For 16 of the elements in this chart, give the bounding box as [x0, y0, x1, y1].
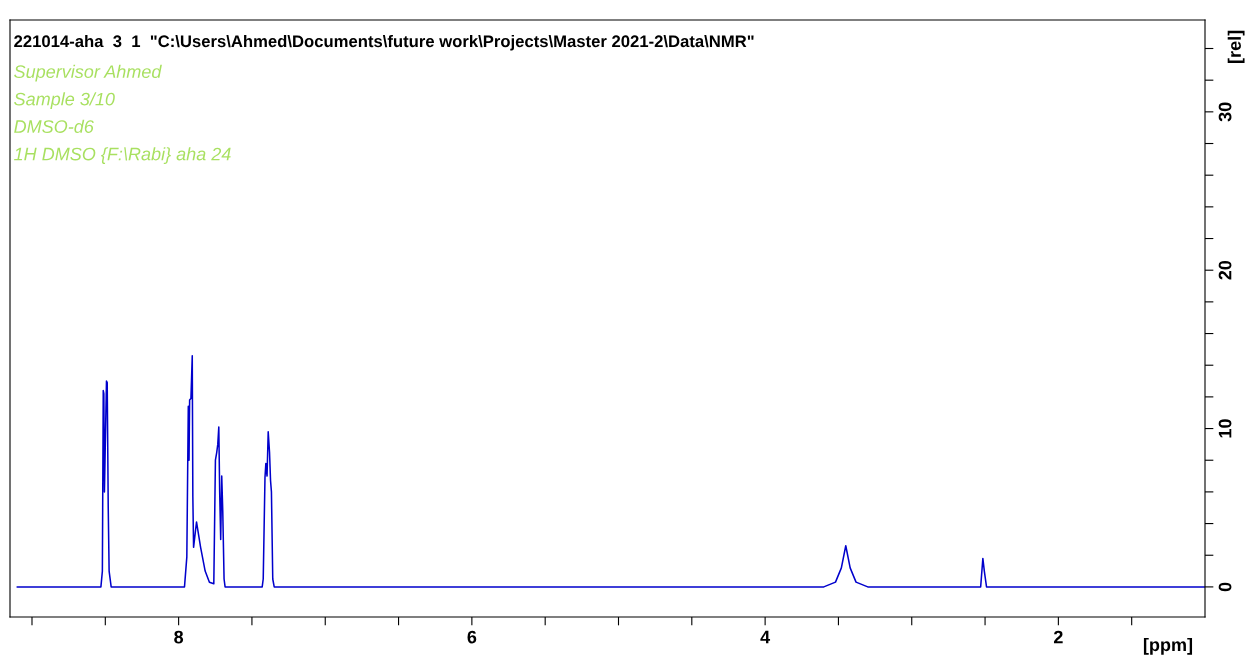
y-tick-label: 20	[1218, 260, 1232, 280]
text: 221014-aha 3 1 "C:\Users\Ahmed\Documents\future work\Projects\Master 2021-2\Data\NMR"	[14, 34, 754, 51]
annotation: 1H DMSO {F:\Rabi} aha 24	[14, 147, 231, 164]
line-series	[16, 354, 1205, 588]
annotation: Sample 3/10	[14, 92, 115, 110]
y-axis-title: [rel]	[1227, 30, 1245, 63]
y-tick-label: 30	[1218, 102, 1232, 122]
y-tick-label: 10	[1218, 419, 1232, 438]
x-axis-title: [ppm]	[1143, 637, 1193, 655]
x-tick-label: 8	[174, 630, 184, 644]
x-tick-label: 6	[467, 630, 477, 644]
annotation: Supervisor Ahmed	[14, 64, 162, 82]
x-tick-label: 4	[760, 630, 771, 644]
x-tick-label: 2	[1053, 630, 1063, 644]
y-tick-label: 0	[1218, 582, 1232, 592]
annotation: DMSO-d6	[14, 119, 94, 133]
